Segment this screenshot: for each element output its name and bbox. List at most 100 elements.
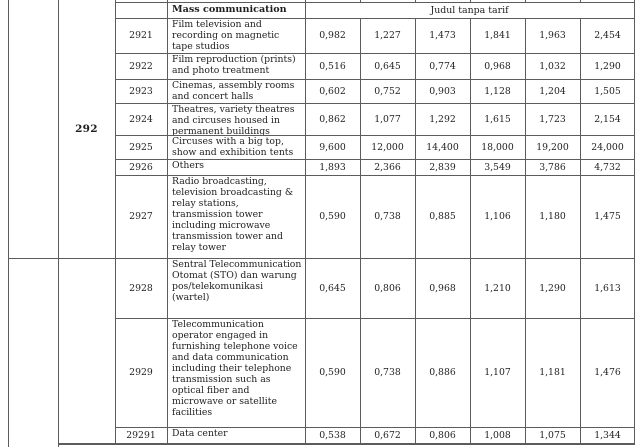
value-cell: 0,590 — [319, 211, 346, 222]
value-cell: 0,645 — [319, 282, 346, 294]
code-cell: 2923 — [129, 85, 153, 97]
header-values-cell: Judul tanpa tarif — [430, 4, 509, 16]
value-cell: 0,774 — [429, 60, 456, 72]
value-cell: 0,602 — [319, 85, 346, 97]
value-cell: 2,366 — [374, 161, 401, 173]
grid-line — [305, 0, 306, 445]
code-cell: 2927 — [129, 211, 153, 222]
grid-line — [115, 159, 635, 160]
description-cell: Circuses with a big top, show and exhibi… — [172, 136, 294, 158]
value-cell: 3,786 — [539, 161, 566, 173]
code-cell: 2921 — [129, 30, 153, 41]
value-cell: 1,008 — [484, 429, 511, 441]
grid-line — [580, 0, 581, 2]
header-category-cell: Mass communication — [172, 4, 287, 15]
grid-line — [470, 0, 471, 2]
value-cell: 1,615 — [484, 113, 511, 125]
grid-line — [8, 0, 9, 447]
description-cell: Others — [172, 160, 205, 171]
value-cell: 12,000 — [371, 141, 404, 153]
value-cell: 0,645 — [374, 60, 401, 72]
value-cell: 0,752 — [374, 85, 401, 97]
value-cell: 0,738 — [374, 211, 401, 222]
grid-line — [415, 18, 416, 445]
value-cell: 0,968 — [429, 282, 456, 294]
value-cell: 19,200 — [536, 141, 569, 153]
value-cell: 1,290 — [594, 60, 621, 72]
value-cell: 1,841 — [484, 30, 511, 41]
value-cell: 4,732 — [594, 161, 621, 173]
grid-line — [115, 18, 635, 19]
grid-line — [580, 18, 581, 445]
code-cell: 2928 — [129, 282, 153, 294]
value-cell: 0,738 — [374, 367, 401, 378]
value-cell: 0,903 — [429, 85, 456, 97]
value-cell: 1,292 — [429, 113, 456, 125]
grid-line — [115, 103, 635, 104]
grid-line — [115, 53, 635, 54]
description-cell: Radio broadcasting, television broadcast… — [172, 176, 294, 253]
code-cell: 2924 — [129, 113, 153, 125]
value-cell: 0,590 — [319, 367, 346, 378]
description-cell: Cinemas, assembly rooms and concert hall… — [172, 80, 295, 102]
value-cell: 0,806 — [429, 429, 456, 441]
value-cell: 1,181 — [539, 367, 566, 378]
value-cell: 1,107 — [484, 367, 511, 378]
value-cell: 1,106 — [484, 211, 511, 222]
code-cell: 2922 — [129, 60, 153, 72]
value-cell: 14,400 — [426, 141, 459, 153]
value-cell: 0,862 — [319, 113, 346, 125]
value-cell: 0,516 — [319, 60, 346, 72]
grid-line — [115, 427, 635, 428]
grid-line — [8, 258, 635, 259]
value-cell: 1,077 — [374, 113, 401, 125]
group-code-cell: 292 — [75, 122, 98, 135]
description-cell: Film reproduction (prints) and photo tre… — [172, 54, 296, 76]
description-cell: Theatres, variety theatres and circuses … — [172, 104, 295, 137]
code-cell: 2925 — [129, 141, 153, 153]
value-cell: 0,885 — [429, 211, 456, 222]
value-cell: 1,344 — [594, 429, 621, 441]
value-cell: 1,204 — [539, 85, 566, 97]
value-cell: 1,505 — [594, 85, 621, 97]
grid-line — [525, 0, 526, 2]
description-cell: Film television and recording on magneti… — [172, 19, 280, 52]
description-cell: Telecommunication operator engaged in fu… — [172, 319, 298, 418]
grid-line — [115, 135, 635, 136]
description-cell: Data center — [172, 428, 228, 439]
value-cell: 2,839 — [429, 161, 456, 173]
value-cell: 0,806 — [374, 282, 401, 294]
value-cell: 1,032 — [539, 60, 566, 72]
grid-line — [415, 0, 416, 2]
value-cell: 0,886 — [429, 367, 456, 378]
grid-line — [167, 0, 168, 445]
code-cell: 29291 — [126, 429, 156, 441]
value-cell: 1,963 — [539, 30, 566, 41]
value-cell: 2,454 — [594, 30, 621, 41]
value-cell: 1,613 — [594, 282, 621, 294]
value-cell: 1,290 — [539, 282, 566, 294]
value-cell: 1,893 — [319, 161, 346, 173]
grid-line — [58, 443, 635, 445]
value-cell: 18,000 — [481, 141, 514, 153]
value-cell: 1,476 — [594, 367, 621, 378]
grid-line — [360, 18, 361, 445]
grid-line — [360, 0, 361, 2]
value-cell: 1,473 — [429, 30, 456, 41]
value-cell: 0,538 — [319, 429, 346, 441]
value-cell: 0,982 — [319, 30, 346, 41]
value-cell: 1,075 — [539, 429, 566, 441]
grid-line — [634, 0, 635, 445]
value-cell: 9,600 — [319, 141, 346, 153]
value-cell: 1,210 — [484, 282, 511, 294]
description-cell: Sentral Telecommunication Otomat (STO) d… — [172, 259, 302, 303]
code-cell: 2926 — [129, 161, 153, 173]
value-cell: 1,723 — [539, 113, 566, 125]
value-cell: 2,154 — [594, 113, 621, 125]
value-cell: 0,968 — [484, 60, 511, 72]
grid-line — [115, 318, 635, 319]
grid-line — [115, 175, 635, 176]
